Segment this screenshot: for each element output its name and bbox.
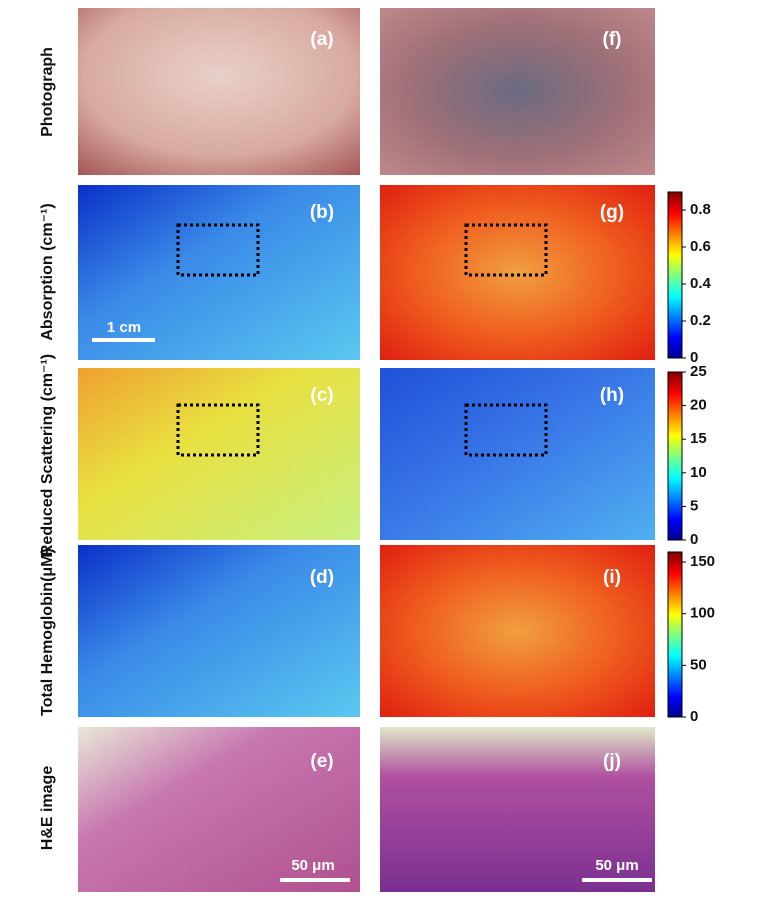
colorbar-tick-label: 5 xyxy=(690,497,698,514)
scale-bar-label: 50 μm xyxy=(291,857,334,874)
colorbar-tick-label: 15 xyxy=(690,430,707,447)
colorbar-tick-label: 25 xyxy=(690,363,707,380)
panel-label: (h) xyxy=(600,385,624,406)
row-label: Absorption (cm⁻¹) xyxy=(39,203,56,340)
absorption-map xyxy=(78,185,360,360)
row-label: H&E image xyxy=(39,766,56,851)
he-image xyxy=(78,727,360,892)
row-label: Total Hemoglobin(μM) xyxy=(39,548,56,716)
colorbar-tick-label: 20 xyxy=(690,397,707,414)
colorbar-tick-label: 10 xyxy=(690,464,707,481)
panel-label: (g) xyxy=(600,202,624,223)
colorbar-tick-label: 100 xyxy=(690,605,715,622)
colorbar-tick-label: 0.2 xyxy=(690,312,711,329)
colorbar-tick-label: 150 xyxy=(690,553,715,570)
panel-label: (d) xyxy=(310,567,334,588)
panel-label: (c) xyxy=(310,385,333,406)
he-image xyxy=(380,727,655,892)
colorbar-tick-label: 0 xyxy=(690,349,698,366)
panel-label: (b) xyxy=(310,202,334,223)
row-label: Photograph xyxy=(39,47,56,137)
row-label: Reduced Scattering (cm⁻¹) xyxy=(39,354,56,556)
panel-label: (j) xyxy=(603,751,621,772)
panel-label: (i) xyxy=(603,567,621,588)
colorbar-tick-label: 0 xyxy=(690,531,698,548)
scale-bar-label: 1 cm xyxy=(107,319,141,336)
colorbar-tick-label: 0.8 xyxy=(690,201,711,218)
panel-label: (f) xyxy=(603,29,622,50)
colorbar-tick-label: 0.4 xyxy=(690,275,712,292)
colorbar-tick-label: 50 xyxy=(690,656,707,673)
colorbar xyxy=(667,371,683,541)
panel-label: (a) xyxy=(310,29,333,50)
photograph xyxy=(78,8,360,175)
hemoglobin-map xyxy=(78,545,360,717)
panel-label: (e) xyxy=(310,751,333,772)
panel-images xyxy=(78,8,655,892)
roi-boxes xyxy=(176,223,548,457)
absorption-map xyxy=(380,185,655,360)
colorbar-tick-label: 0 xyxy=(690,708,698,725)
photograph xyxy=(380,8,655,175)
colorbar xyxy=(667,551,683,718)
colorbar xyxy=(667,191,683,359)
hemoglobin-map xyxy=(380,545,655,717)
colorbar-tick-label: 0.6 xyxy=(690,238,711,255)
scale-bar-label: 50 μm xyxy=(595,857,638,874)
